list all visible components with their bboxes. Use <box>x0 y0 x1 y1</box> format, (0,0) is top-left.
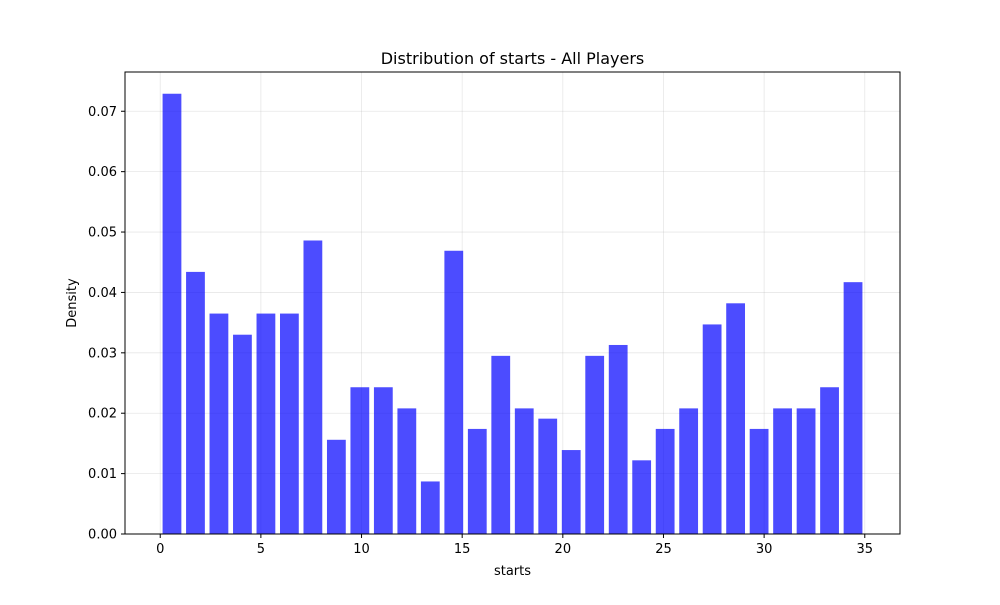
y-tick-label: 0.01 <box>88 467 117 482</box>
x-axis-ticks: 0 5 10 15 20 25 30 35 <box>156 534 873 557</box>
x-tick-label: 5 <box>257 542 265 557</box>
y-tick-label: 0.00 <box>88 528 117 543</box>
x-axis-label: starts <box>494 564 531 579</box>
bar <box>726 303 746 534</box>
y-tick-label: 0.06 <box>88 165 117 180</box>
bars <box>162 93 863 534</box>
bar <box>186 271 205 534</box>
x-tick-label: 10 <box>353 542 370 557</box>
bar <box>397 408 417 534</box>
bar <box>233 334 252 534</box>
y-axis-label: Density <box>65 278 80 328</box>
bar <box>773 408 792 534</box>
x-tick-label: 0 <box>156 542 164 557</box>
bar <box>561 450 581 534</box>
bar <box>209 313 229 534</box>
x-tick-label: 35 <box>856 542 873 557</box>
y-tick-label: 0.02 <box>88 407 117 422</box>
bar <box>162 93 182 534</box>
bar <box>702 324 722 534</box>
y-tick-label: 0.03 <box>88 346 117 361</box>
bar <box>514 408 534 534</box>
bar <box>679 408 699 534</box>
y-axis-ticks: 0.00 0.01 0.02 0.03 0.04 0.05 0.06 0.07 <box>88 105 125 543</box>
bar <box>632 460 652 534</box>
y-tick-label: 0.07 <box>88 105 117 120</box>
bar <box>538 418 558 534</box>
bar <box>467 428 487 534</box>
x-tick-label: 20 <box>555 542 572 557</box>
bar <box>843 282 863 534</box>
bar <box>655 428 675 534</box>
bar <box>749 428 769 534</box>
bar <box>820 387 839 534</box>
bar <box>279 313 299 534</box>
bar <box>608 344 628 534</box>
bar <box>303 240 323 534</box>
bar <box>256 313 276 534</box>
y-tick-label: 0.05 <box>88 226 117 241</box>
chart-title: Distribution of starts - All Players <box>381 49 645 68</box>
plot-background <box>125 72 900 534</box>
bar <box>491 355 511 534</box>
bar <box>350 387 370 534</box>
plot-frame <box>124 71 901 535</box>
bar <box>796 408 816 534</box>
bar <box>373 387 393 534</box>
y-tick-label: 0.04 <box>88 286 117 301</box>
bar <box>585 355 605 534</box>
x-tick-label: 15 <box>454 542 471 557</box>
bar <box>326 439 346 534</box>
x-tick-label: 30 <box>756 542 773 557</box>
x-tick-label: 25 <box>655 542 672 557</box>
bar <box>444 250 464 534</box>
bar <box>420 481 440 534</box>
